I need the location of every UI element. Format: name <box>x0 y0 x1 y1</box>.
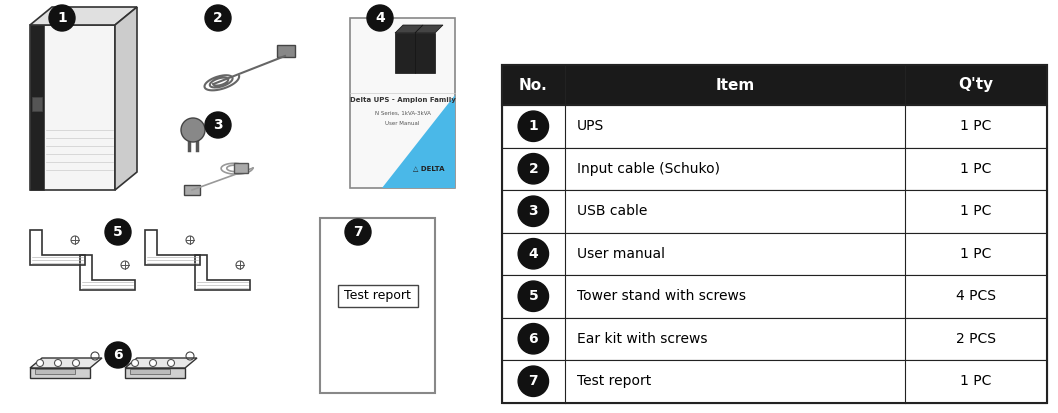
Bar <box>501 190 1047 233</box>
Text: 4: 4 <box>528 247 539 261</box>
Text: Q'ty: Q'ty <box>959 78 993 93</box>
Text: User manual: User manual <box>577 247 664 261</box>
Text: 1 PC: 1 PC <box>961 204 991 218</box>
Text: Item: Item <box>715 78 754 93</box>
Bar <box>338 285 418 306</box>
Polygon shape <box>30 358 102 368</box>
Circle shape <box>149 359 157 366</box>
Text: Ear kit with screws: Ear kit with screws <box>577 332 707 346</box>
Text: No.: No. <box>519 78 548 93</box>
Text: 5: 5 <box>113 225 123 239</box>
Bar <box>501 275 1047 318</box>
Text: 7: 7 <box>353 225 363 239</box>
Text: Delta UPS - Amplon Family: Delta UPS - Amplon Family <box>349 97 455 102</box>
Bar <box>277 45 295 57</box>
Bar <box>501 147 1047 190</box>
Circle shape <box>518 366 548 396</box>
Circle shape <box>518 239 548 269</box>
Text: 6: 6 <box>113 348 123 362</box>
Circle shape <box>518 323 548 354</box>
Bar <box>501 318 1047 360</box>
Polygon shape <box>415 25 443 33</box>
Circle shape <box>205 5 231 31</box>
Text: 4: 4 <box>376 11 385 25</box>
Text: 5: 5 <box>528 289 539 303</box>
Text: 1 PC: 1 PC <box>961 374 991 388</box>
Polygon shape <box>125 368 185 378</box>
Text: 6: 6 <box>529 332 539 346</box>
Bar <box>234 163 249 173</box>
Circle shape <box>205 112 231 138</box>
Text: 2: 2 <box>528 162 539 176</box>
Text: 4 PCS: 4 PCS <box>956 289 997 303</box>
Circle shape <box>73 359 79 366</box>
Text: 3: 3 <box>529 204 539 218</box>
Polygon shape <box>382 95 455 188</box>
Bar <box>501 65 1047 105</box>
Text: 1 PC: 1 PC <box>961 162 991 176</box>
Bar <box>501 233 1047 275</box>
Bar <box>30 25 44 190</box>
Text: 3: 3 <box>214 118 223 132</box>
Bar <box>501 65 1047 403</box>
Text: Test report: Test report <box>577 374 651 388</box>
Circle shape <box>105 219 131 245</box>
Circle shape <box>345 219 371 245</box>
Text: 1 PC: 1 PC <box>961 119 991 133</box>
Circle shape <box>181 118 205 142</box>
Circle shape <box>167 359 175 366</box>
Text: 2: 2 <box>213 11 223 25</box>
Text: USB cable: USB cable <box>577 204 647 218</box>
Circle shape <box>367 5 393 31</box>
Circle shape <box>131 359 139 366</box>
Polygon shape <box>395 25 423 33</box>
Circle shape <box>518 111 548 141</box>
Polygon shape <box>115 7 136 190</box>
Text: Test report: Test report <box>344 289 411 302</box>
Text: User Manual: User Manual <box>385 121 420 126</box>
Bar <box>130 369 170 374</box>
Circle shape <box>49 5 75 31</box>
Text: UPS: UPS <box>577 119 604 133</box>
Text: 1: 1 <box>57 11 67 25</box>
Bar <box>501 105 1047 147</box>
Polygon shape <box>30 368 90 378</box>
Bar <box>184 185 200 195</box>
Circle shape <box>518 196 548 226</box>
Text: 7: 7 <box>529 374 539 388</box>
Text: 1 PC: 1 PC <box>961 247 991 261</box>
Text: 2 PCS: 2 PCS <box>956 332 997 346</box>
Text: Tower stand with screws: Tower stand with screws <box>577 289 746 303</box>
Circle shape <box>36 359 43 366</box>
Polygon shape <box>30 7 136 25</box>
Bar <box>32 97 42 111</box>
Bar <box>320 218 435 393</box>
Bar <box>35 369 75 374</box>
Circle shape <box>518 281 548 311</box>
Text: N Series, 1kVA-3kVA: N Series, 1kVA-3kVA <box>375 111 431 116</box>
Bar <box>395 33 415 73</box>
Circle shape <box>105 342 131 368</box>
Text: Input cable (Schuko): Input cable (Schuko) <box>577 162 719 176</box>
Polygon shape <box>125 358 197 368</box>
Polygon shape <box>30 25 115 190</box>
Bar <box>501 360 1047 403</box>
Text: △ DELTA: △ DELTA <box>413 165 444 171</box>
Circle shape <box>55 359 61 366</box>
Bar <box>350 18 455 188</box>
Bar <box>415 33 435 73</box>
Text: 1: 1 <box>528 119 539 133</box>
Circle shape <box>518 154 548 184</box>
